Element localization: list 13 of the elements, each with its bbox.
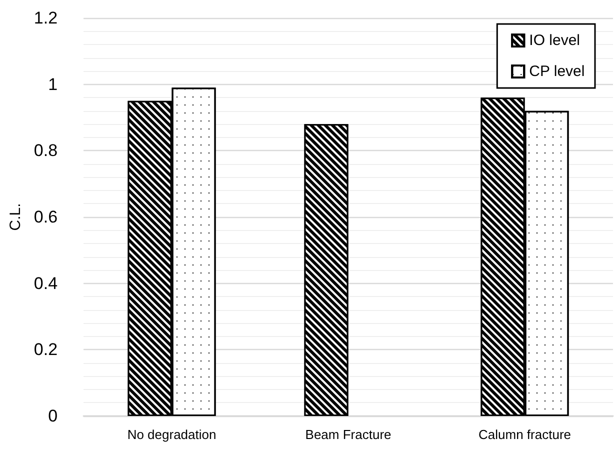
y-tick-label: 0.6 <box>34 208 58 226</box>
y-tick-label: 0 <box>48 406 58 426</box>
y-tick-label: 1 <box>48 74 58 94</box>
x-tick-label: Beam Fracture <box>305 427 392 442</box>
y-tick-label: 0.8 <box>34 141 58 160</box>
x-tick-label: Calumn fracture <box>478 427 571 442</box>
x-tick-label: No degradation <box>127 427 216 442</box>
legend-label: IO level <box>529 32 580 49</box>
y-axis-title: C.L. <box>7 203 24 231</box>
y-tick-label: 1.2 <box>34 8 58 28</box>
y-tick-label: 0.4 <box>34 274 58 293</box>
legend-label: CP level <box>529 63 585 80</box>
y-tick-label: 0.2 <box>34 340 58 360</box>
